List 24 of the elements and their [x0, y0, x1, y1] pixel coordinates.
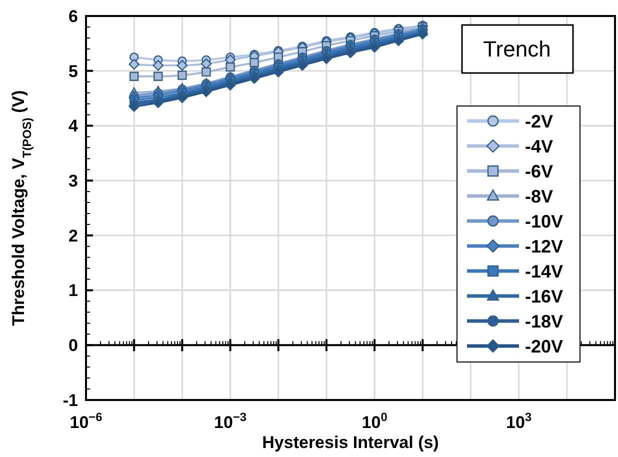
y-tick-label: 1: [68, 281, 78, 300]
legend-label: -4V: [525, 136, 554, 156]
y-tick-label: 5: [68, 62, 78, 81]
annotation: Trench: [483, 36, 551, 62]
x-tick-label: 10$^{−3}$: [214, 410, 247, 432]
legend-label: -8V: [525, 186, 554, 206]
y-tick-label: 4: [68, 116, 79, 136]
x-tick-label: 10$^{0}$: [362, 410, 388, 432]
legend-label: -6V: [525, 161, 554, 182]
legend-label: -12V: [525, 236, 564, 256]
y-tick-label: -1: [62, 390, 78, 410]
legend-label: -2V: [525, 111, 554, 132]
x-axis-title: Hysteresis Interval (s): [262, 433, 439, 452]
legend-label: -10V: [525, 211, 564, 232]
legend-label: -16V: [525, 286, 564, 306]
y-tick-label: 0: [68, 336, 78, 356]
x-tick-label: 10$^{3}$: [506, 410, 532, 432]
y-tick-label: 6: [68, 6, 78, 26]
legend-label: -14V: [525, 261, 564, 282]
y-tick-label: 2: [68, 226, 78, 246]
x-tick-label: 10$^{−6}$: [70, 410, 103, 432]
legend-label: -18V: [525, 311, 564, 332]
legend-label: -20V: [525, 336, 564, 356]
y-tick-label: 3: [68, 172, 78, 191]
